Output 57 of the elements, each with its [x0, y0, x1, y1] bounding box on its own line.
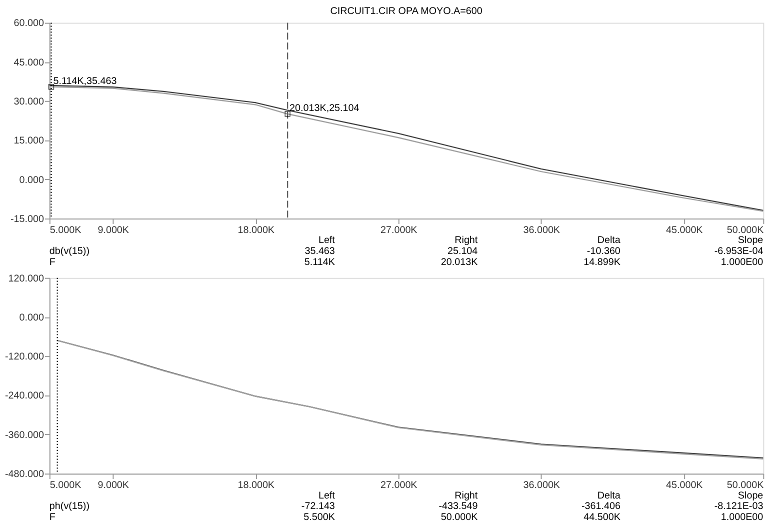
y-tick-label: 0.000 [19, 174, 44, 186]
text: db(v(15)) [49, 246, 90, 258]
text: Left [318, 235, 336, 246]
text: 1.000E00 [720, 512, 764, 524]
text: 25.104 [447, 246, 478, 258]
text: 5.500K [304, 512, 336, 524]
y-tick-label: -120.000 [5, 352, 44, 363]
x-tick-label: 45.000K [666, 224, 704, 236]
x-tick-label: 5.000K [50, 224, 82, 236]
text: 44.500K [584, 512, 621, 524]
x-tick-label: 9.000K [98, 480, 130, 491]
x-tick-label: 18.000K [238, 480, 275, 491]
x-tick-label: 50.000K [726, 480, 764, 491]
x-tick-label: 27.000K [380, 224, 418, 236]
text: 50.000K [440, 512, 478, 524]
x-tick-label: 9.000K [98, 224, 130, 236]
y-tick-label: 0.000 [19, 312, 44, 324]
text: 35.463 [304, 246, 336, 258]
text: 20.013K [440, 256, 478, 268]
x-tick-label: 5.000K [50, 480, 82, 491]
annotation: 5.114K,35.463 [53, 76, 118, 87]
x-tick-label: 27.000K [380, 480, 418, 491]
x-tick-label: 50.000K [726, 224, 764, 236]
text: 14.899K [584, 256, 621, 268]
chart-title: CIRCUIT1.CIR OPA MOYO.A=600 [330, 6, 483, 17]
x-tick-label: 36.000K [523, 224, 560, 236]
text: -8.121E-03 [714, 501, 764, 512]
text: Delta [597, 490, 621, 502]
text: Right [454, 490, 478, 502]
y-tick-label: -240.000 [5, 390, 44, 402]
text: -6.953E-04 [714, 246, 764, 258]
y-tick-label: 45.000 [14, 57, 44, 68]
text: 5.114K [304, 256, 336, 268]
x-tick-label: 45.000K [666, 480, 704, 491]
y-tick-label: 15.000 [14, 136, 44, 147]
y-tick-label: 60.000 [14, 18, 44, 30]
text: F [49, 512, 56, 524]
text: Right [454, 235, 478, 246]
text: ph(v(15)) [49, 501, 90, 512]
text: -72.143 [301, 501, 336, 512]
x-tick-label: 18.000K [238, 224, 275, 236]
y-tick-label: 30.000 [14, 96, 44, 108]
y-tick-label: -15.000 [10, 214, 44, 225]
y-tick-label: -480.000 [5, 469, 44, 480]
x-tick-label: 36.000K [523, 480, 560, 491]
text: -10.360 [586, 246, 621, 258]
text: F [49, 256, 56, 268]
text: Delta [597, 235, 621, 246]
text: Slope [738, 490, 764, 502]
text: 1.000E00 [720, 256, 764, 268]
text: Left [318, 490, 336, 502]
text: -433.549 [438, 501, 478, 512]
text: Slope [738, 235, 764, 246]
y-tick-label: -360.000 [5, 430, 44, 441]
annotation: 20.013K,25.104 [290, 102, 360, 114]
y-tick-label: 120.000 [8, 273, 44, 284]
text: -361.406 [581, 501, 621, 512]
